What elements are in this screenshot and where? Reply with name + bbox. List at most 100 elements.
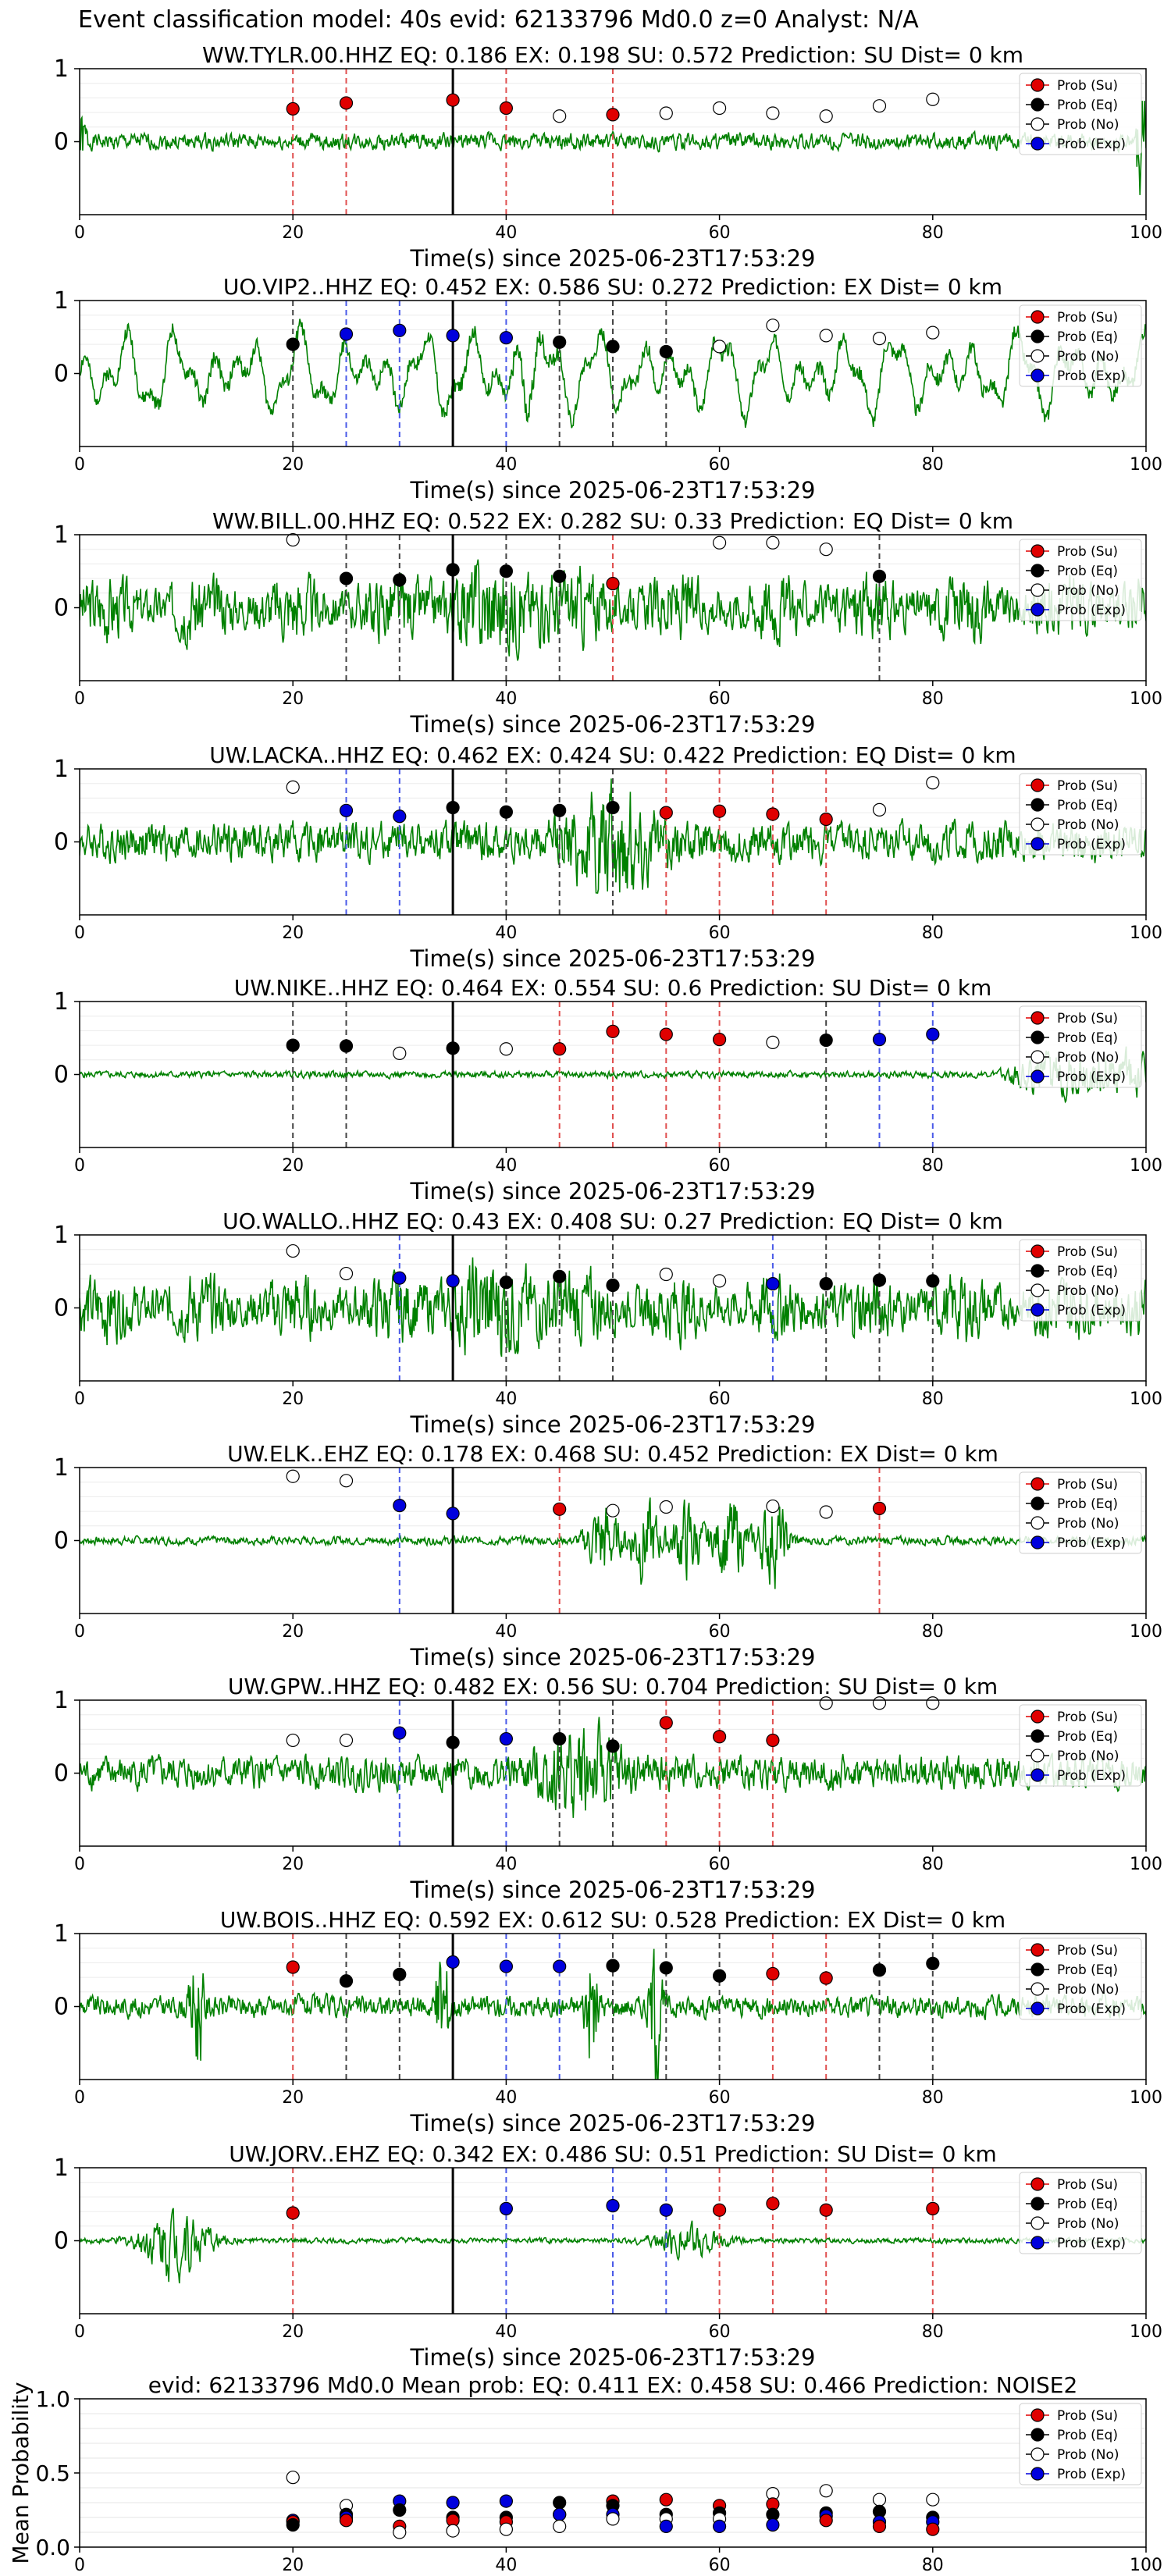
legend-marker-su [1030, 1710, 1045, 1724]
data-point-exp [766, 2517, 780, 2532]
legend-marker-no [1030, 2447, 1045, 2461]
legend-label: Prob (Exp) [1057, 1069, 1126, 1085]
legend-marker-su [1030, 2177, 1045, 2191]
panel-10: UW.JORV..EHZ EQ: 0.342 EX: 0.486 SU: 0.5… [54, 2141, 1162, 2371]
x-tick-label: 80 [922, 223, 944, 243]
data-point-no [819, 1505, 833, 1519]
panel-title: UO.VIP2..HHZ EQ: 0.452 EX: 0.586 SU: 0.2… [223, 274, 1002, 300]
panel-8: UW.GPW..HHZ EQ: 0.482 EX: 0.56 SU: 0.704… [54, 1674, 1162, 1903]
x-axis-label: Time(s) since 2025-06-23T17:53:29 [410, 945, 816, 972]
data-point-eq [446, 563, 460, 577]
x-tick-label: 80 [922, 923, 944, 943]
panel-title: UW.BOIS..HHZ EQ: 0.592 EX: 0.612 SU: 0.5… [220, 1907, 1005, 1933]
panel-7: UW.ELK..EHZ EQ: 0.178 EX: 0.468 SU: 0.45… [54, 1441, 1162, 1670]
x-tick-label: 20 [282, 1855, 304, 1874]
data-point-su [872, 2519, 887, 2533]
panel-5: UW.NIKE..HHZ EQ: 0.464 EX: 0.554 SU: 0.6… [54, 975, 1162, 1204]
legend-marker-su [1030, 1477, 1045, 1491]
legend-marker-no [1030, 2216, 1045, 2230]
legend-label: Prob (Su) [1057, 2408, 1118, 2424]
legend-marker-eq [1030, 1729, 1045, 1743]
x-tick-label: 100 [1130, 2556, 1162, 2575]
legend-label: Prob (Su) [1057, 1477, 1118, 1493]
data-point-exp [553, 1959, 567, 1973]
legend-marker-eq [1030, 1962, 1045, 1976]
legend-label: Prob (Su) [1057, 778, 1118, 794]
legend-marker-no [1030, 1982, 1045, 1996]
data-point-eq [872, 1273, 887, 1287]
data-point-no [286, 2471, 300, 2485]
legend-label: Prob (Exp) [1057, 603, 1126, 618]
legend-label: Prob (No) [1057, 1516, 1119, 1532]
y-tick-label: 0 [54, 1528, 69, 1555]
figure-title: Event classification model: 40s evid: 62… [78, 6, 919, 34]
data-point-eq [339, 571, 354, 585]
data-point-no [819, 543, 833, 557]
x-tick-label: 60 [709, 455, 731, 475]
data-point-no [499, 2522, 514, 2536]
legend-label: Prob (Exp) [1057, 1768, 1126, 1784]
legend-label: Prob (No) [1057, 1050, 1119, 1066]
legend-marker-exp [1030, 2467, 1045, 2481]
data-point-no [872, 2492, 887, 2507]
panel-11: evid: 62133796 Md0.0 Mean prob: EQ: 0.41… [8, 2372, 1162, 2575]
x-axis-label: Time(s) since 2025-06-23T17:53:29 [410, 1877, 816, 1903]
panel-2: UO.VIP2..HHZ EQ: 0.452 EX: 0.586 SU: 0.2… [54, 274, 1162, 503]
waveform [80, 1046, 1146, 1104]
panel-title: UO.WALLO..HHZ EQ: 0.43 EX: 0.408 SU: 0.2… [222, 1208, 1003, 1234]
data-point-no [659, 106, 673, 120]
data-point-exp [446, 1955, 460, 1969]
legend-label: Prob (No) [1057, 2447, 1119, 2463]
legend-label: Prob (Eq) [1057, 1264, 1118, 1279]
x-tick-label: 40 [495, 689, 517, 709]
data-point-su [766, 807, 780, 821]
y-tick-label: 1 [54, 287, 69, 315]
legend-label: Prob (Su) [1057, 310, 1118, 326]
legend-marker-eq [1030, 1496, 1045, 1510]
data-point-exp [553, 2507, 567, 2521]
legend-marker-eq [1030, 564, 1045, 578]
legend-marker-no [1030, 1516, 1045, 1530]
data-point-no [712, 1274, 727, 1288]
data-point-eq [553, 569, 567, 583]
x-tick-label: 0 [74, 1156, 85, 1176]
data-point-exp [393, 1271, 407, 1285]
x-tick-label: 20 [282, 923, 304, 943]
waveform [80, 1497, 1146, 1589]
data-point-eq [606, 340, 620, 354]
x-tick-label: 40 [495, 2556, 517, 2575]
x-tick-label: 100 [1130, 455, 1162, 475]
x-tick-label: 80 [922, 1156, 944, 1176]
y-tick-label: 1.0 [35, 2386, 70, 2412]
data-point-su [819, 2514, 833, 2528]
data-point-no [766, 1035, 780, 1049]
legend-label: Prob (Su) [1057, 78, 1118, 94]
legend-marker-no [1030, 117, 1045, 131]
data-point-su [606, 108, 620, 122]
legend-marker-exp [1030, 1768, 1045, 1782]
legend-label: Prob (No) [1057, 349, 1119, 365]
legend-label: Prob (Exp) [1057, 2467, 1126, 2482]
x-tick-label: 60 [709, 223, 731, 243]
legend-label: Prob (No) [1057, 1982, 1119, 1998]
data-point-exp [393, 1499, 407, 1513]
legend-marker-exp [1030, 603, 1045, 617]
data-point-no [819, 109, 833, 123]
x-tick-label: 40 [495, 223, 517, 243]
data-point-eq [606, 1959, 620, 1973]
data-point-su [553, 1502, 567, 1516]
data-point-su [286, 2206, 300, 2220]
panel-title: UW.LACKA..HHZ EQ: 0.462 EX: 0.424 SU: 0.… [209, 742, 1016, 768]
x-tick-label: 100 [1130, 1622, 1162, 1642]
legend-label: Prob (Eq) [1057, 329, 1118, 345]
x-tick-label: 20 [282, 2322, 304, 2342]
data-point-su [712, 1730, 727, 1744]
x-axis-label: Time(s) since 2025-06-23T17:53:29 [410, 1411, 816, 1438]
panel-title: evid: 62133796 Md0.0 Mean prob: EQ: 0.41… [148, 2372, 1078, 2398]
data-point-exp [393, 809, 407, 824]
x-tick-label: 40 [495, 923, 517, 943]
data-point-exp [446, 1274, 460, 1288]
data-point-eq [712, 1969, 727, 1983]
legend-box [1019, 1471, 1142, 1554]
